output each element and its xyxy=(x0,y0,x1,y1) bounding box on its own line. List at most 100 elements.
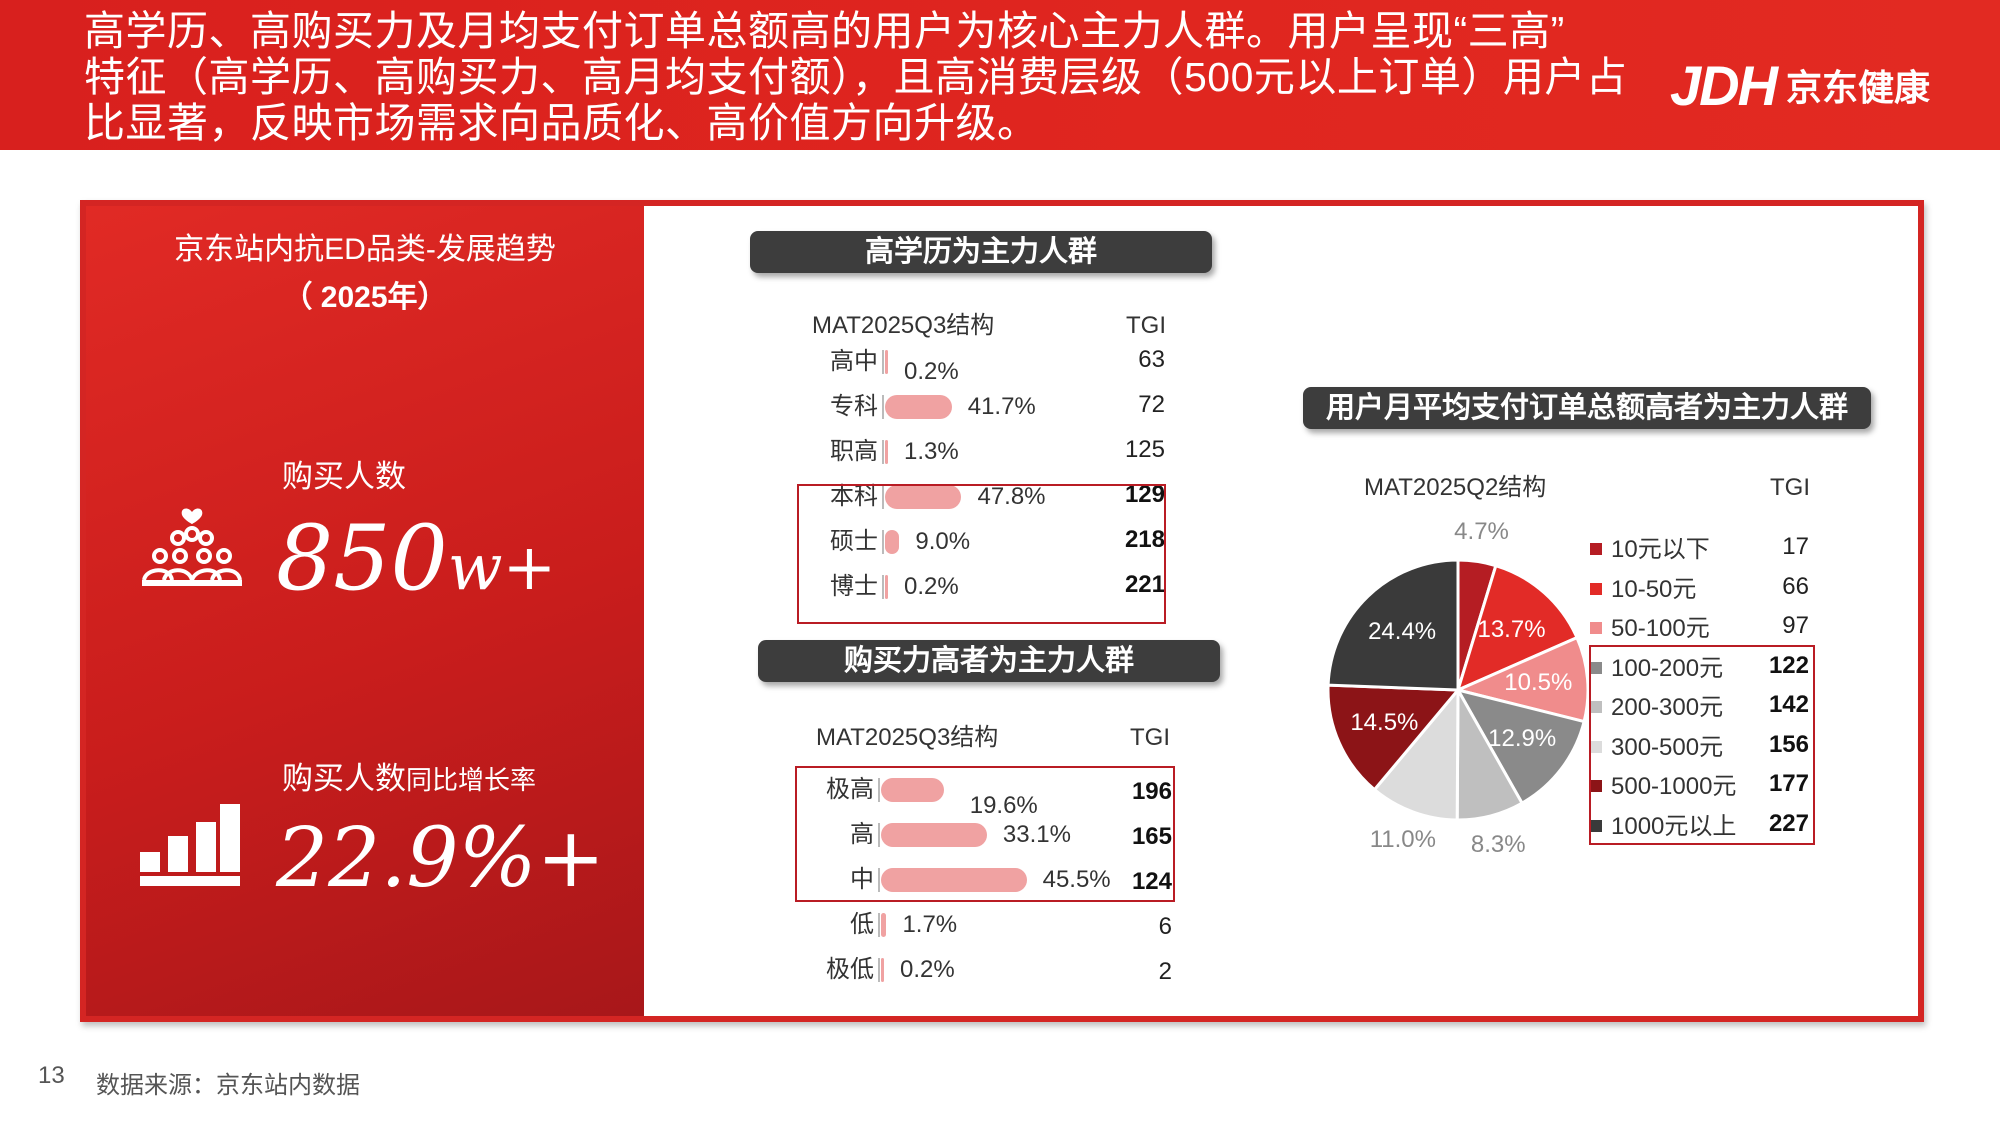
purchasing-highlight-box xyxy=(795,766,1175,902)
bar-chart-icon xyxy=(140,804,240,886)
buyers-label: 购买人数 xyxy=(282,459,406,494)
bar-category-label: 低 xyxy=(850,911,874,938)
pie-value-label: 13.7% xyxy=(1477,615,1546,643)
bar-axis-tick xyxy=(882,440,884,464)
legend-swatch xyxy=(1590,661,1602,674)
bar-axis-tick xyxy=(878,958,880,982)
bar-value-label: 9.0% xyxy=(915,528,971,555)
jdh-logo-text: 京东健康 xyxy=(1786,67,1931,108)
pie-value-label: 12.9% xyxy=(1488,724,1557,752)
bar-value-label: 19.6% xyxy=(969,792,1038,819)
bar-category-label: 高 xyxy=(850,821,874,848)
bar-category-label: 极高 xyxy=(826,776,874,803)
legend-swatch xyxy=(1590,780,1602,792)
people-group-icon xyxy=(142,508,242,586)
pie-slice xyxy=(1326,558,1460,692)
legend-tgi-value: 66 xyxy=(1782,572,1809,600)
spend-tgi-label: TGI xyxy=(1770,474,1810,501)
legend-label: 10元以下 xyxy=(1611,536,1710,563)
purchasing-tgi-label: TGI xyxy=(1130,724,1170,751)
bar-tgi-value: 196 xyxy=(1131,778,1172,805)
bar-category-label: 极低 xyxy=(826,956,874,983)
bar-tgi-value: 221 xyxy=(1124,571,1165,598)
pie-value-label: 8.3% xyxy=(1470,830,1526,858)
header-line-1: 高学历、高购买力及月均支付订单总额高的用户为核心主力人群。用户呈现“三高” xyxy=(84,8,1565,54)
bar-mark xyxy=(881,868,1027,892)
bar-mark xyxy=(885,575,888,599)
bar-value-label: 41.7% xyxy=(967,393,1036,420)
legend-label: 300-500元 xyxy=(1611,733,1724,761)
panel-year: （ 2025年） xyxy=(282,281,448,314)
left-summary-panel: 京东站内抗ED品类-发展趋势 （ 2025年） 购买人数 850w+ 购买人数同… xyxy=(86,206,644,1016)
legend-swatch xyxy=(1590,543,1602,555)
legend-tgi-value: 227 xyxy=(1768,809,1809,837)
purchasing-header-label: MAT2025Q3结构 xyxy=(816,724,999,751)
bar-value-label: 0.2% xyxy=(900,956,955,983)
pie-value-label: 14.5% xyxy=(1350,708,1419,736)
purchasing-chart-title: 购买力高者为主力人群 xyxy=(758,640,1220,682)
legend-swatch xyxy=(1590,740,1602,753)
legend-label: 100-200元 xyxy=(1611,654,1724,682)
bar-tgi-value: 6 xyxy=(1158,913,1172,940)
bar-tgi-value: 218 xyxy=(1124,526,1165,553)
bar-tgi-value: 165 xyxy=(1131,823,1172,850)
education-header-label: MAT2025Q3结构 xyxy=(812,312,995,339)
bar-mark xyxy=(881,913,887,937)
bar-value-label: 1.3% xyxy=(904,438,959,465)
buyers-unit: w+ xyxy=(447,531,557,605)
growth-label-suffix: 同比增长率 xyxy=(406,765,537,795)
header-line-3: 比显著，反映市场需求向品质化、高价值方向升级。 xyxy=(84,100,1039,146)
bar-tgi-value: 125 xyxy=(1124,436,1165,463)
bar-mark xyxy=(885,485,962,509)
bar-category-label: 高中 xyxy=(830,348,878,375)
legend-swatch xyxy=(1590,701,1602,713)
growth-value: 22.9%+ xyxy=(276,811,606,906)
bar-mark xyxy=(885,395,952,419)
pie-slice xyxy=(1455,563,1579,693)
bar-value-label: 33.1% xyxy=(1002,821,1071,848)
spend-header-label: MAT2025Q2结构 xyxy=(1364,474,1547,501)
bar-mark xyxy=(885,440,888,464)
bar-mark xyxy=(881,823,987,847)
bar-value-label: 47.8% xyxy=(977,483,1046,510)
spend-highlight-box xyxy=(1589,645,1815,845)
bar-mark xyxy=(885,350,888,374)
legend-label: 50-100元 xyxy=(1611,615,1710,642)
legend-tgi-value: 97 xyxy=(1782,612,1809,639)
growth-label-main: 购买人数 xyxy=(282,761,406,796)
bar-category-label: 职高 xyxy=(830,438,878,465)
bar-value-label: 1.7% xyxy=(902,911,958,938)
legend-swatch xyxy=(1590,819,1602,832)
bar-axis-tick xyxy=(882,575,884,599)
bar-mark xyxy=(881,958,884,982)
legend-tgi-value: 122 xyxy=(1768,651,1809,679)
pie-slice xyxy=(1454,687,1586,806)
pie-value-label: 11.0% xyxy=(1369,826,1436,854)
bar-value-label: 0.2% xyxy=(904,358,959,385)
education-tgi-label: TGI xyxy=(1126,312,1166,339)
legend-label: 1000元以上 xyxy=(1611,812,1737,840)
header-line-2: 特征（高学历、高购买力、高月均支付额），且高消费层级（500元以上订单）用户占 xyxy=(84,54,1628,100)
data-source: 数据来源：京东站内数据 xyxy=(96,1072,360,1099)
spend-pie-chart xyxy=(1326,558,1590,822)
bar-mark xyxy=(881,778,944,802)
jdh-logo-mark: JDH xyxy=(1670,54,1778,117)
bar-axis-tick xyxy=(882,350,884,374)
bar-axis-tick xyxy=(878,913,880,937)
legend-tgi-value: 177 xyxy=(1768,770,1809,797)
bar-axis-tick xyxy=(878,823,880,847)
bar-axis-tick xyxy=(882,485,884,509)
legend-label: 500-1000元 xyxy=(1611,773,1737,800)
bar-category-label: 博士 xyxy=(830,573,878,600)
header-banner: 高学历、高购买力及月均支付订单总额高的用户为核心主力人群。用户呈现“三高” 特征… xyxy=(0,0,2000,150)
buyers-number: 850 xyxy=(276,506,448,611)
page-number: 13 xyxy=(38,1062,65,1089)
spend-chart-title: 用户月平均支付订单总额高者为主力人群 xyxy=(1303,387,1871,429)
pie-slice xyxy=(1326,683,1462,792)
legend-tgi-value: 17 xyxy=(1782,533,1809,560)
education-chart-title: 高学历为主力人群 xyxy=(750,231,1212,273)
bar-axis-tick xyxy=(878,778,880,802)
panel-title: 京东站内抗ED品类-发展趋势 xyxy=(174,233,556,266)
bar-category-label: 专科 xyxy=(830,393,878,420)
legend-swatch xyxy=(1590,622,1602,634)
